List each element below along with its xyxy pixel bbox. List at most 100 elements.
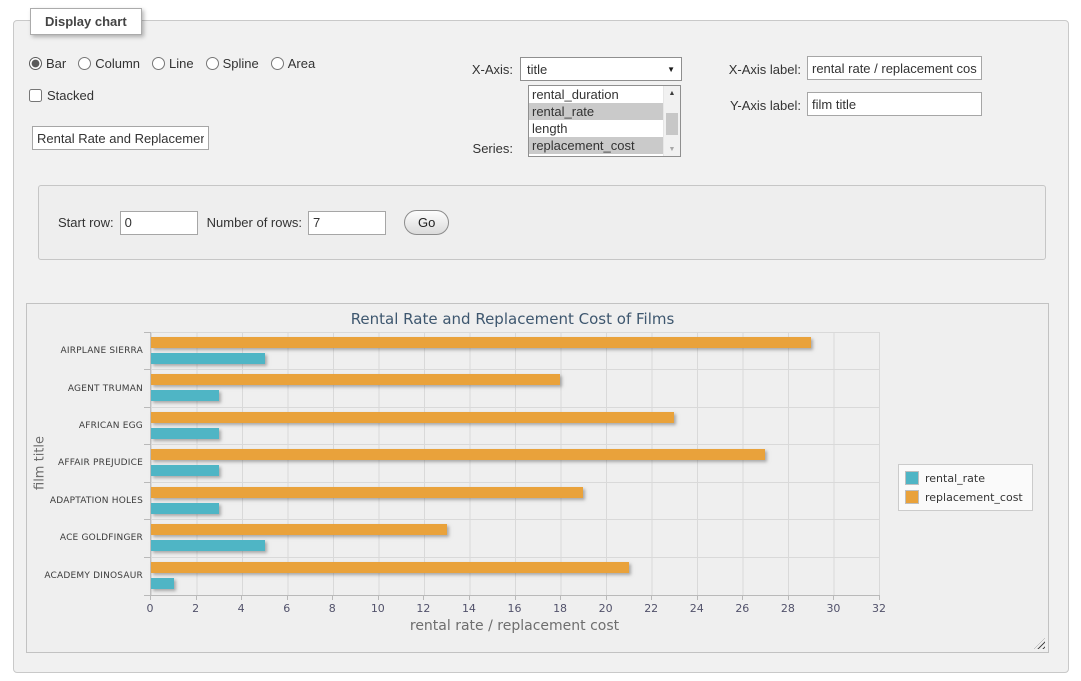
x-tickmark xyxy=(651,595,652,600)
category-row: AFFAIR PREJUDICE xyxy=(151,445,879,482)
chart-type-radio-area[interactable] xyxy=(271,57,284,70)
chart-type-radio-bar[interactable] xyxy=(29,57,42,70)
legend-swatch xyxy=(905,490,919,504)
category-label: AFRICAN EGG xyxy=(13,421,143,431)
bar-replacement_cost[interactable] xyxy=(151,524,447,535)
bar-rental_rate[interactable] xyxy=(151,503,219,514)
x-tick-label: 14 xyxy=(462,602,476,615)
series-option-rental_rate[interactable]: rental_rate xyxy=(529,103,663,120)
x-tick-label: 20 xyxy=(599,602,613,615)
bar-rental_rate[interactable] xyxy=(151,578,174,589)
num-rows-input[interactable] xyxy=(308,211,386,235)
category-label: ADAPTATION HOLES xyxy=(13,496,143,506)
scrollbar-thumb[interactable] xyxy=(666,113,678,135)
chart-title: Rental Rate and Replacement Cost of Film… xyxy=(148,310,877,328)
chart-type-radio-line[interactable] xyxy=(152,57,165,70)
series-listbox[interactable]: rental_durationrental_ratelengthreplacem… xyxy=(528,85,681,157)
display-chart-fieldset: Display chart BarColumnLineSplineArea St… xyxy=(13,20,1069,673)
series-option-length[interactable]: length xyxy=(529,120,663,137)
chart-type-label-spline: Spline xyxy=(223,56,259,71)
x-tick-label: 2 xyxy=(192,602,199,615)
category-label: AFFAIR PREJUDICE xyxy=(13,458,143,468)
x-tickmark xyxy=(606,595,607,600)
chart-type-radio-spline[interactable] xyxy=(206,57,219,70)
start-row-input[interactable] xyxy=(120,211,198,235)
chart-x-axis-title: rental rate / replacement cost xyxy=(150,618,879,634)
stacked-option[interactable]: Stacked xyxy=(29,88,94,103)
rows-panel: Start row: Number of rows: Go xyxy=(38,185,1046,260)
category-label: AIRPLANE SIERRA xyxy=(13,346,143,356)
chart-type-radio-column[interactable] xyxy=(78,57,91,70)
series-options: rental_durationrental_ratelengthreplacem… xyxy=(529,86,663,156)
x-tick-labels: 02468101214161820222426283032 xyxy=(150,602,879,615)
legend-label: replacement_cost xyxy=(925,491,1023,504)
chart-type-label-column: Column xyxy=(95,56,140,71)
scrollbar[interactable]: ▲ ▼ xyxy=(663,86,680,156)
x-tickmark xyxy=(788,595,789,600)
category-row: ACADEMY DINOSAUR xyxy=(151,558,879,595)
go-button[interactable]: Go xyxy=(404,210,449,235)
bar-replacement_cost[interactable] xyxy=(151,562,629,573)
x-tick-label: 32 xyxy=(872,602,886,615)
chart-type-option-area[interactable]: Area xyxy=(271,56,315,71)
chart-title-input[interactable] xyxy=(32,126,209,150)
scroll-down-icon[interactable]: ▼ xyxy=(664,142,680,156)
chart-legend: rental_rate replacement_cost xyxy=(898,464,1033,511)
bar-replacement_cost[interactable] xyxy=(151,412,674,423)
legend-item-rental_rate[interactable]: rental_rate xyxy=(905,471,1023,485)
x-tick-label: 30 xyxy=(826,602,840,615)
chart-panel: Rental Rate and Replacement Cost of Film… xyxy=(26,303,1049,653)
start-row-label: Start row: xyxy=(58,215,114,230)
scroll-up-icon[interactable]: ▲ xyxy=(664,86,680,100)
legend-label: rental_rate xyxy=(925,472,985,485)
bar-rental_rate[interactable] xyxy=(151,353,265,364)
plot-area: AIRPLANE SIERRAAGENT TRUMANAFRICAN EGGAF… xyxy=(150,332,880,596)
chart-type-option-line[interactable]: Line xyxy=(152,56,194,71)
category-label: ACADEMY DINOSAUR xyxy=(13,571,143,581)
category-label: AGENT TRUMAN xyxy=(13,384,143,394)
x-tick-label: 8 xyxy=(329,602,336,615)
x-tick-label: 18 xyxy=(553,602,567,615)
bar-replacement_cost[interactable] xyxy=(151,374,560,385)
x-tickmark xyxy=(378,595,379,600)
legend-item-replacement_cost[interactable]: replacement_cost xyxy=(905,490,1023,504)
bar-rental_rate[interactable] xyxy=(151,428,219,439)
stacked-label: Stacked xyxy=(47,88,94,103)
chart-type-label-line: Line xyxy=(169,56,194,71)
x-axis-select-label: X-Axis: xyxy=(433,62,513,77)
chart-type-option-column[interactable]: Column xyxy=(78,56,140,71)
y-axis-label-input[interactable] xyxy=(807,92,982,116)
y-axis-label-field-label: Y-Axis label: xyxy=(706,98,801,113)
bar-replacement_cost[interactable] xyxy=(151,337,811,348)
x-tick-label: 26 xyxy=(735,602,749,615)
bar-rental_rate[interactable] xyxy=(151,540,265,551)
x-tickmark xyxy=(287,595,288,600)
chart-type-radio-group: Bar Column Line Spline Area xyxy=(29,56,315,71)
x-tick-label: 4 xyxy=(238,602,245,615)
chart-type-label-bar: Bar xyxy=(46,56,66,71)
x-axis-label-input[interactable] xyxy=(807,56,982,80)
series-listbox-label: Series: xyxy=(433,141,513,156)
x-tickmark xyxy=(241,595,242,600)
x-tickmark xyxy=(560,595,561,600)
x-tick-label: 22 xyxy=(644,602,658,615)
x-tickmarks xyxy=(150,595,879,600)
stacked-checkbox[interactable] xyxy=(29,89,42,102)
x-tick-label: 6 xyxy=(283,602,290,615)
x-tickmark xyxy=(196,595,197,600)
bar-replacement_cost[interactable] xyxy=(151,487,583,498)
bar-replacement_cost[interactable] xyxy=(151,449,765,460)
category-label: ACE GOLDFINGER xyxy=(13,533,143,543)
x-tick-label: 10 xyxy=(371,602,385,615)
x-axis-select[interactable]: title ▼ xyxy=(520,57,682,81)
bar-rental_rate[interactable] xyxy=(151,465,219,476)
x-axis-selected-value: title xyxy=(527,62,547,77)
chart-type-option-bar[interactable]: Bar xyxy=(29,56,66,71)
bar-rental_rate[interactable] xyxy=(151,390,219,401)
x-tickmark xyxy=(469,595,470,600)
series-option-replacement_cost[interactable]: replacement_cost xyxy=(529,137,663,154)
fieldset-legend: Display chart xyxy=(30,8,142,35)
resize-grip-icon[interactable] xyxy=(1034,638,1045,649)
series-option-rental_duration[interactable]: rental_duration xyxy=(529,86,663,103)
chart-type-option-spline[interactable]: Spline xyxy=(206,56,259,71)
